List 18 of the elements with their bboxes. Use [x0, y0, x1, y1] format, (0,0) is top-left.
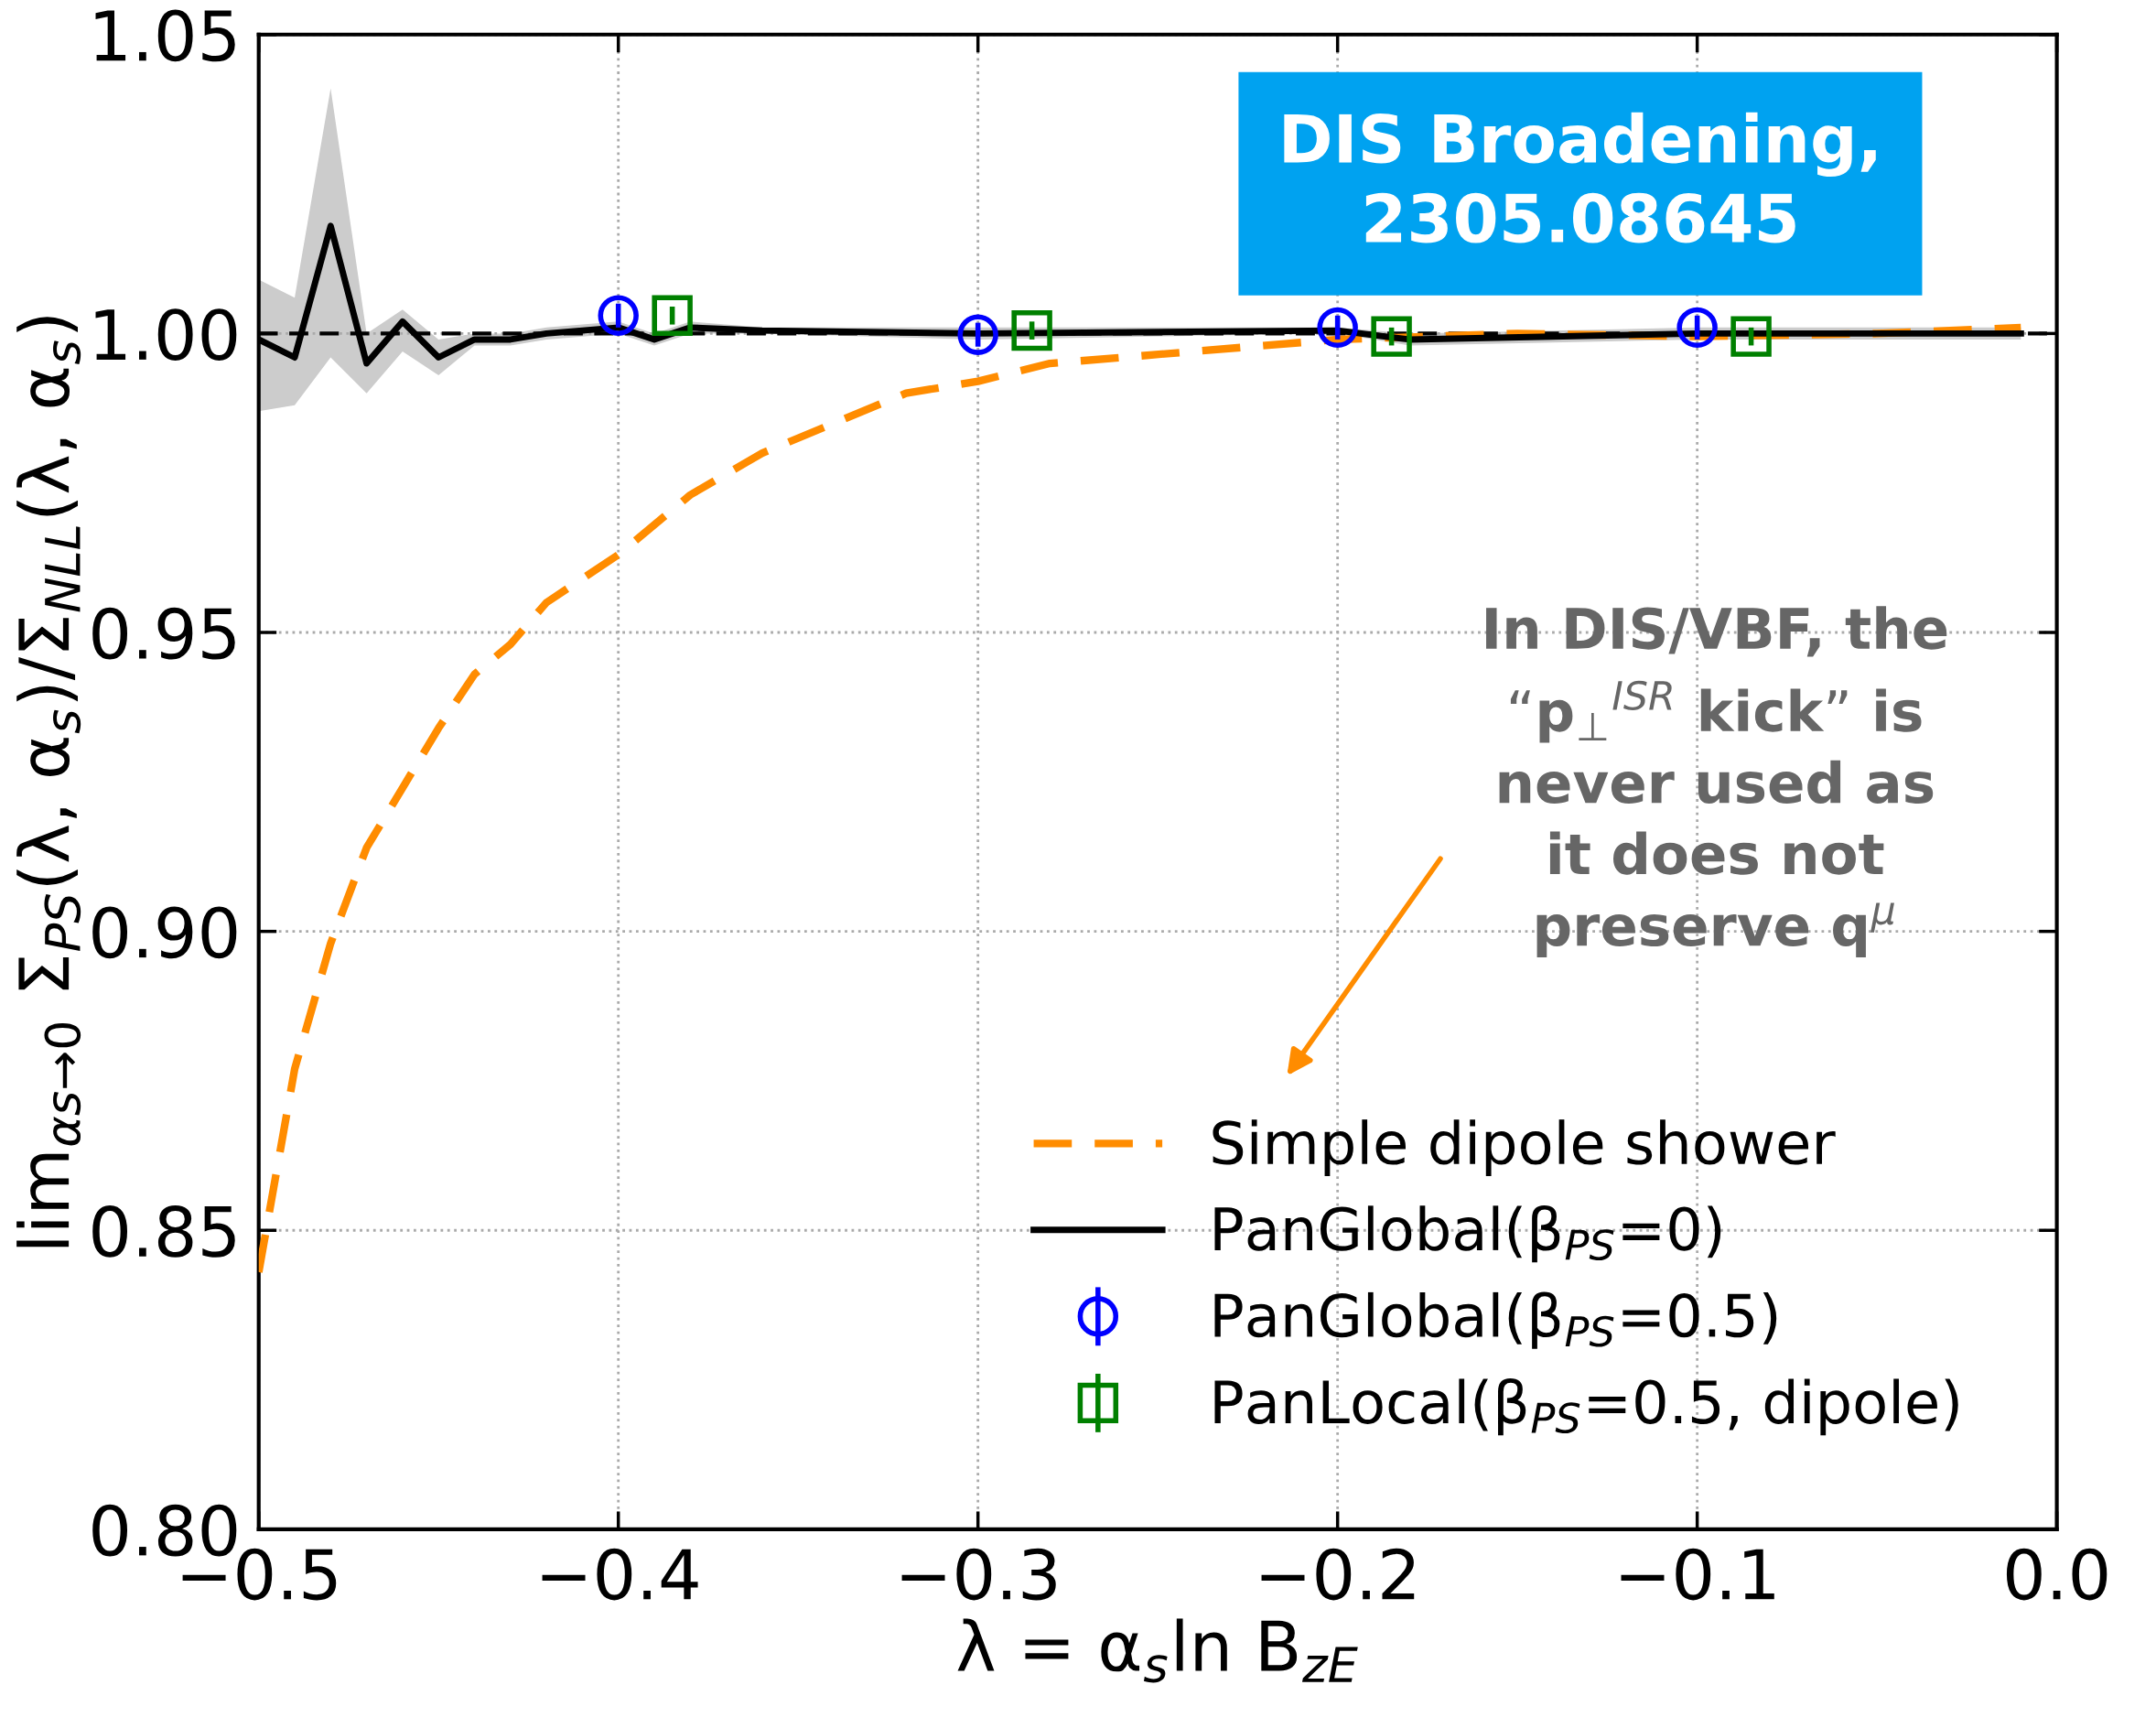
x-tick-label: −0.1 — [1621, 1548, 1774, 1601]
x-axis-title: λ = α$_{s}$ln B$_{zE}$ — [957, 1618, 1358, 1683]
legend-label: PanGlobal(β$_{PS}$=0) — [1214, 1204, 1721, 1263]
y-tick-label: 1.05 — [95, 9, 235, 62]
legend-label: PanGlobal(β$_{PS}$=0.5) — [1214, 1291, 1777, 1349]
y-tick-label: 0.95 — [92, 607, 235, 660]
x-tick-label: 0.0 — [2006, 1548, 2107, 1601]
legend-label: Simple dipole shower — [1213, 1119, 1836, 1176]
x-tick-label: −0.2 — [1261, 1548, 1415, 1601]
x-tick-label: −0.4 — [542, 1548, 698, 1601]
y-tick-label: 0.85 — [92, 1205, 235, 1258]
x-tick-label: −0.3 — [901, 1548, 1056, 1601]
text: In DIS/VBF, the “p$_{⊥}$$^{ISR}$ kick” is never used as it does not preserve q$^{μ}$ — [1486, 606, 1947, 957]
legend-label: PanLocal(β$_{PS}$=0.5, dipole) — [1214, 1378, 1958, 1436]
y-tick-label: 1.00 — [95, 308, 237, 361]
text: lim$_{αs→0}$ Σ$_{PS}$(λ, α$_{s}$)/Σ$_{NLL}$(λ, α$_{s}$) — [16, 317, 81, 1247]
y-tick-label: 0.90 — [92, 906, 237, 959]
annotation: DIS Broadening, 2305.08645 — [1284, 112, 1876, 243]
